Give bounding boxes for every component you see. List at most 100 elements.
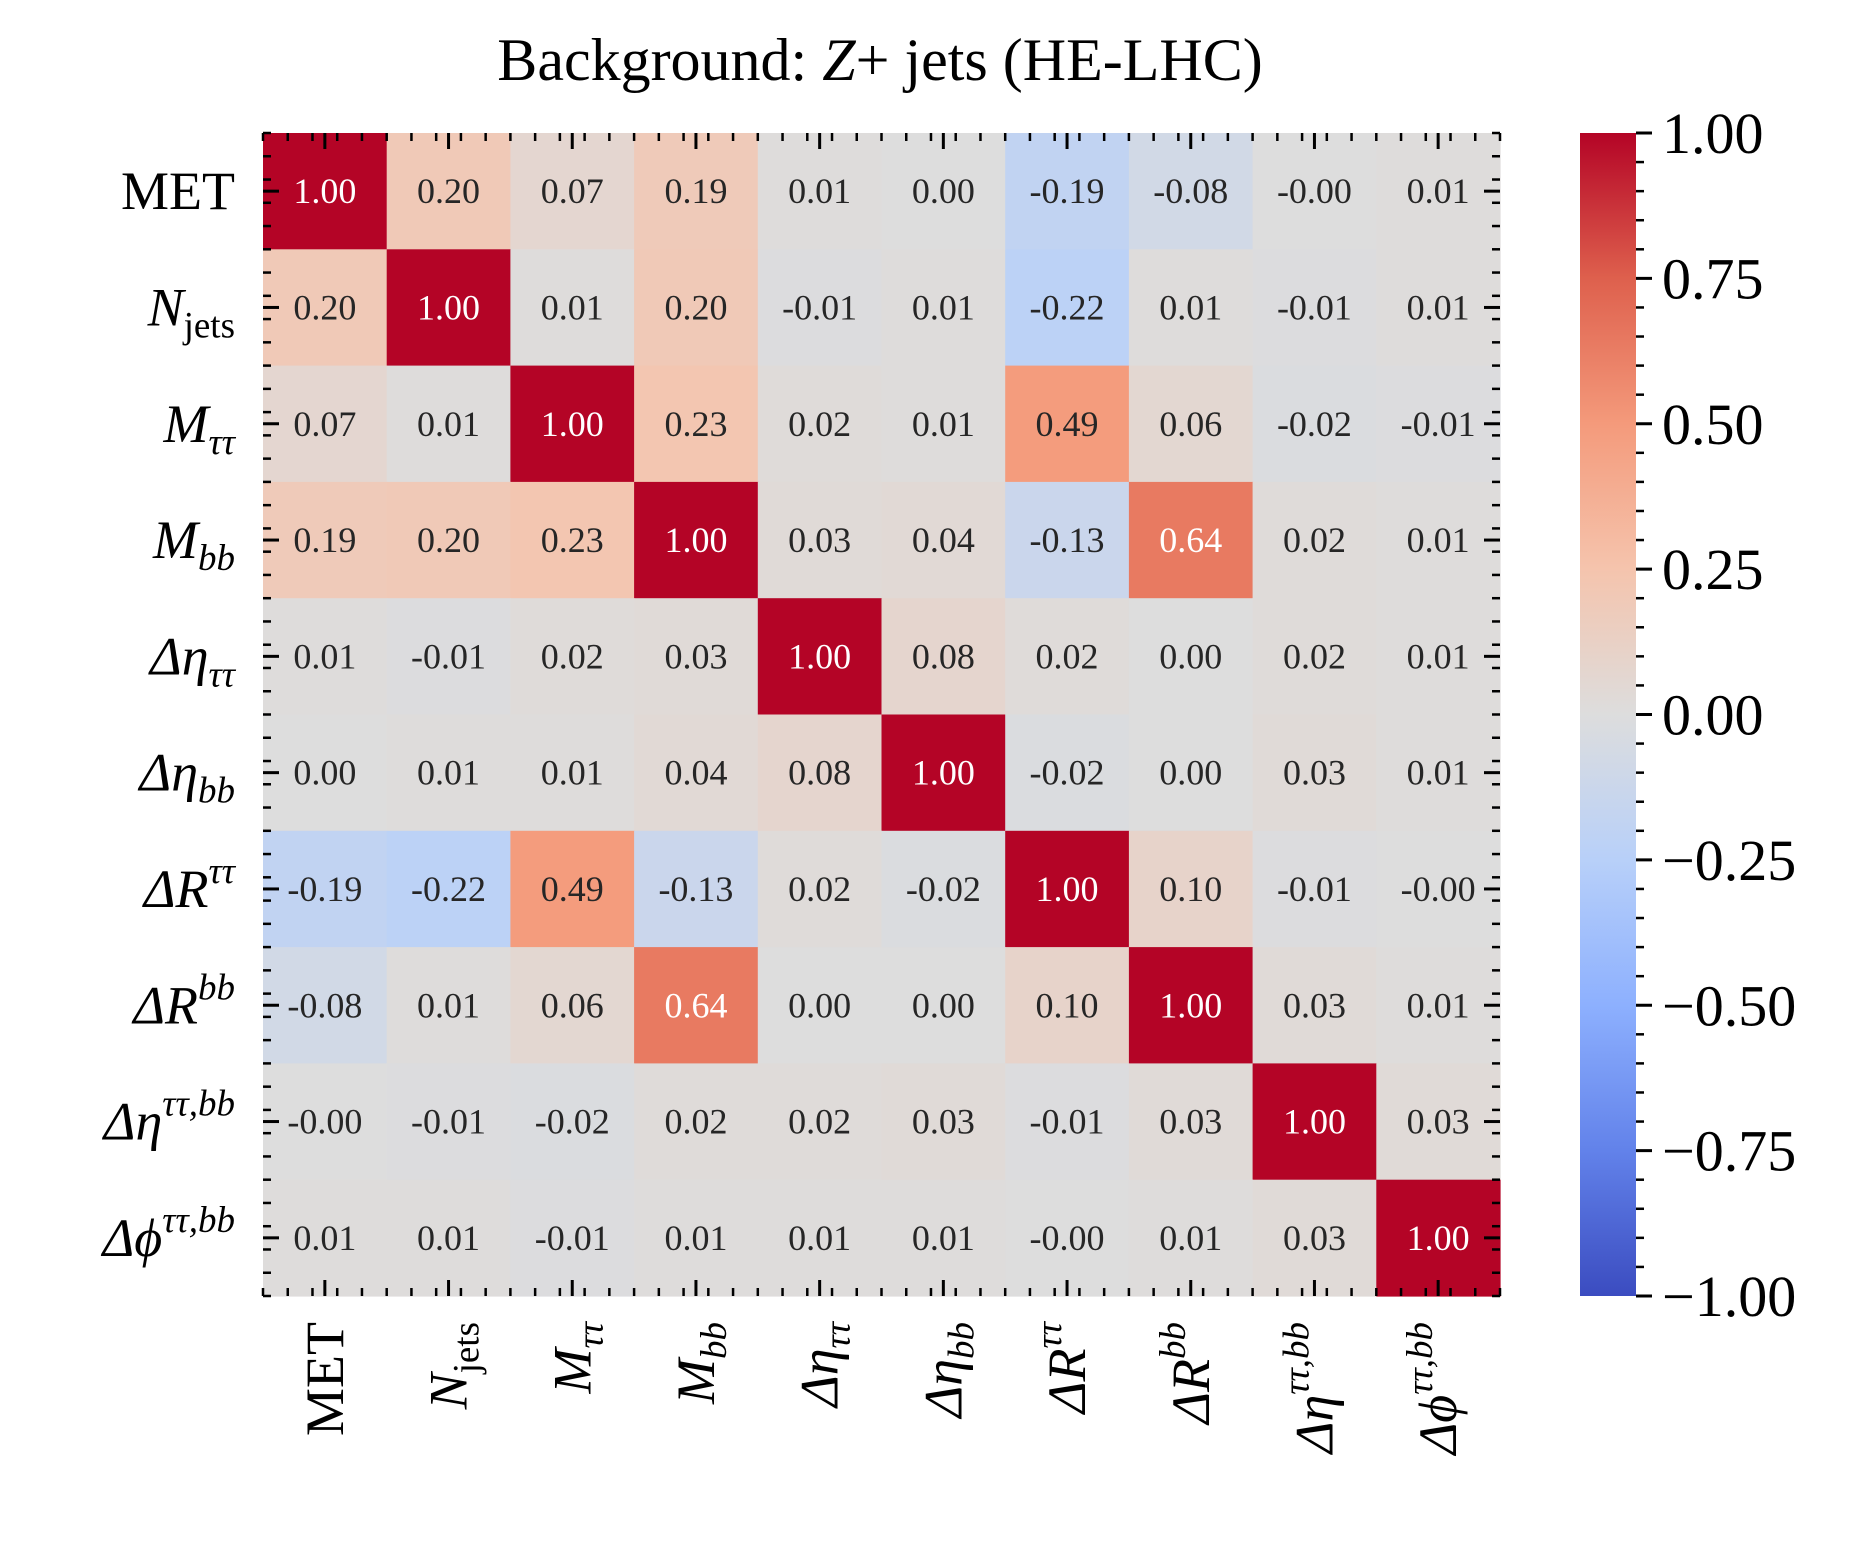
- heatmap-cell: [1252, 249, 1377, 367]
- heatmap-cell-value: 0.01: [664, 1218, 727, 1258]
- heatmap-cell: [263, 365, 388, 483]
- heatmap-row-labels: METNjetsMττMbbΔηττΔηbbΔRττΔRbbΔηττ,bbΔϕτ…: [101, 161, 237, 1268]
- heatmap-cell-value: -0.13: [1030, 520, 1105, 560]
- axis-label-superscript: bb: [198, 967, 235, 1008]
- heatmap-cell-value: -0.19: [1030, 171, 1105, 211]
- axis-label-subscript: bb: [198, 538, 235, 579]
- row-label: Δηττ,bb: [102, 1084, 235, 1152]
- heatmap-cell: [263, 1063, 388, 1181]
- axis-label-subscript: bb: [694, 1322, 735, 1359]
- heatmap-cell: [634, 133, 759, 250]
- axis-label-base: Δη: [138, 743, 198, 803]
- column-label: Δηττ: [790, 1320, 859, 1409]
- heatmap-cell: [881, 714, 1006, 832]
- heatmap-cell: [881, 133, 1006, 250]
- colorbar-ticks: 1.00 0.75 0.50 0.25 0.00 −0.25 −0.50 −0.75 −1.00: [1636, 101, 1796, 1329]
- heatmap-cell-value: 0.49: [1036, 404, 1099, 444]
- heatmap-cell-value: -0.22: [1030, 287, 1105, 327]
- heatmap-cell: [1376, 133, 1501, 250]
- column-label: Mττ: [542, 1320, 611, 1394]
- heatmap-cell: [386, 714, 511, 832]
- heatmap-cell: [881, 249, 1006, 367]
- heatmap-cell: [1376, 365, 1501, 483]
- axis-label-superscript: ττ: [1029, 1320, 1070, 1348]
- heatmap-cell: [510, 1063, 635, 1181]
- heatmap-cell-value: 0.06: [541, 985, 604, 1025]
- row-label: Δϕττ,bb: [101, 1200, 235, 1268]
- heatmap-cell-value: 0.01: [1407, 636, 1470, 676]
- heatmap-cell: [386, 481, 511, 599]
- heatmap-cell-value: 0.01: [293, 636, 356, 676]
- heatmap-cell: [1252, 481, 1377, 599]
- heatmap-cell: [1128, 830, 1254, 948]
- heatmap-cell-value: -0.02: [535, 1102, 610, 1142]
- heatmap-cell-value: 0.49: [541, 869, 604, 909]
- heatmap-cell: [1005, 481, 1130, 599]
- axis-label-superscript: bb: [1153, 1322, 1194, 1359]
- heatmap-cell: [1376, 714, 1501, 832]
- axis-label-subscript: ττ: [570, 1320, 611, 1348]
- heatmap-cell: [263, 133, 388, 250]
- heatmap-cell-value: 0.01: [912, 287, 975, 327]
- heatmap-cell: [263, 830, 388, 948]
- heatmap-cell: [510, 598, 635, 716]
- heatmap-cell: [757, 830, 883, 948]
- row-label: Δηττ: [148, 626, 237, 695]
- heatmap-cell: [634, 947, 759, 1064]
- heatmap-cell: [263, 714, 388, 832]
- axis-label-base: M: [542, 1345, 602, 1394]
- heatmap-cell-value: 0.02: [788, 404, 851, 444]
- heatmap-cell-value: 0.02: [788, 1102, 851, 1142]
- heatmap-cell: [634, 830, 759, 948]
- heatmap-cell-value: 1.00: [293, 171, 356, 211]
- heatmap-cell-value: 1.00: [1159, 985, 1222, 1025]
- heatmap-cell-value: -0.02: [906, 869, 981, 909]
- heatmap-cell: [1252, 947, 1377, 1064]
- heatmap-cell-value: 0.01: [417, 1218, 480, 1258]
- heatmap-cell-value: -0.02: [1030, 753, 1105, 793]
- heatmap-cell: [1376, 1063, 1501, 1181]
- heatmap-cell: [1128, 1063, 1254, 1181]
- axis-label-subscript: ττ: [209, 422, 237, 463]
- heatmap-cell-value: 0.03: [912, 1102, 975, 1142]
- axis-label-superscript: ττ: [209, 851, 237, 892]
- heatmap-cell: [757, 947, 883, 1064]
- heatmap-cell-value: -0.01: [1401, 404, 1476, 444]
- heatmap-cell: [1005, 714, 1130, 832]
- heatmap-cell-value: 0.01: [541, 287, 604, 327]
- heatmap-cell-value: 0.00: [293, 753, 356, 793]
- axis-label-subscript: ττ: [209, 654, 237, 695]
- heatmap-cell: [881, 598, 1006, 716]
- chart-title-prefix: Background:: [497, 27, 822, 93]
- heatmap-cell-value: 1.00: [1036, 869, 1099, 909]
- heatmap-cell: [386, 133, 511, 250]
- heatmap-cell-value: -0.02: [1277, 404, 1352, 444]
- axis-label-base: ΔR: [1161, 1359, 1221, 1426]
- heatmap-cell-value: 0.00: [788, 985, 851, 1025]
- heatmap-cell-value: 1.00: [1407, 1218, 1470, 1258]
- heatmap-cell: [263, 249, 388, 367]
- heatmap-cell-value: 0.03: [1283, 1218, 1346, 1258]
- heatmap-cell: [1128, 1179, 1254, 1297]
- heatmap-cell-value: 1.00: [1283, 1102, 1346, 1142]
- heatmap-cell-value: 1.00: [417, 287, 480, 327]
- heatmap-cell-value: 1.00: [912, 753, 975, 793]
- heatmap-cell-value: 0.23: [664, 404, 727, 444]
- heatmap-cell: [263, 598, 388, 716]
- heatmap-cell: [1376, 947, 1501, 1064]
- heatmap-cell: [881, 830, 1006, 948]
- heatmap-cell-value: 0.07: [293, 404, 356, 444]
- axis-label-superscript: ττ,bb: [1276, 1322, 1317, 1395]
- heatmap-cell: [1005, 1179, 1130, 1297]
- heatmap-cell-value: -0.01: [1277, 287, 1352, 327]
- heatmap-cell: [757, 133, 883, 250]
- axis-label-base: Δϕ: [1408, 1395, 1468, 1457]
- column-label: Δηbb: [913, 1322, 982, 1419]
- axis-label-base: Δϕ: [101, 1208, 163, 1268]
- heatmap-cell: [386, 249, 511, 367]
- heatmap-cell-value: 0.03: [1283, 753, 1346, 793]
- heatmap-cell: [1376, 249, 1501, 367]
- axis-label-subscript: ττ: [818, 1320, 859, 1348]
- heatmap-cell: [386, 1063, 511, 1181]
